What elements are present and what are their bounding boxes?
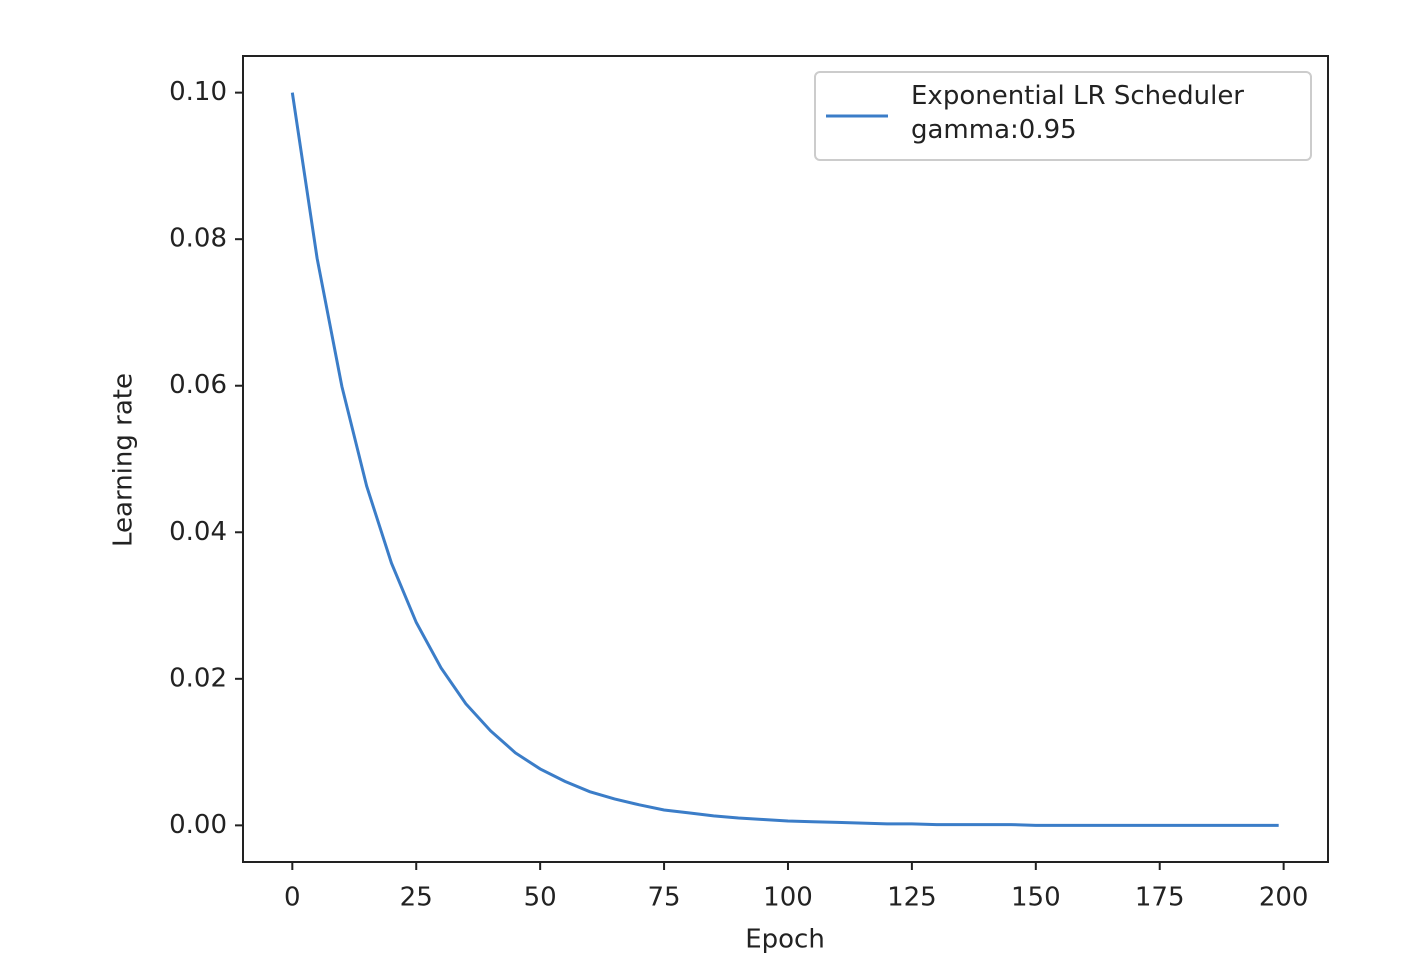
- y-axis-label: Learning rate: [109, 373, 139, 547]
- x-tick-label: 75: [648, 883, 681, 913]
- y-tick-label: 0.08: [169, 224, 227, 254]
- legend: Exponential LR Scheduler gamma:0.95: [814, 71, 1312, 161]
- x-tick-label: 50: [524, 883, 557, 913]
- x-tick-label: 150: [1011, 883, 1061, 913]
- x-tick-label: 25: [400, 883, 433, 913]
- y-tick-label: 0.06: [169, 370, 227, 400]
- legend-label: Exponential LR Scheduler gamma:0.95: [911, 81, 1244, 145]
- x-tick-label: 125: [887, 883, 937, 913]
- y-tick-label: 0.02: [169, 663, 227, 693]
- x-tick-label: 200: [1259, 883, 1309, 913]
- x-tick-label: 100: [763, 883, 813, 913]
- y-tick-label: 0.00: [169, 810, 227, 840]
- y-tick-label: 0.04: [169, 517, 227, 547]
- x-axis-label: Epoch: [745, 925, 825, 955]
- line: [290, 92, 1279, 827]
- y-tick-label: 0.10: [169, 77, 227, 107]
- x-tick-label: 0: [284, 883, 301, 913]
- x-tick-label: 175: [1135, 883, 1185, 913]
- legend-box: [814, 71, 1312, 161]
- plot-frame: [242, 55, 1329, 863]
